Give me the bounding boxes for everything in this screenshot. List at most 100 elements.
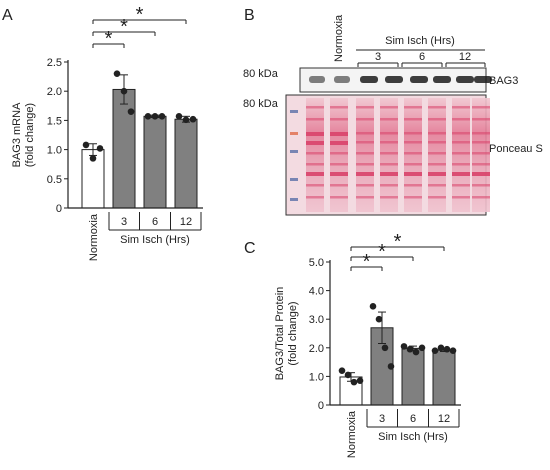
bag3-band xyxy=(410,76,428,83)
ponceau-label: Ponceau S xyxy=(489,143,543,155)
marker-80kda-bottom: 80 kDa xyxy=(243,98,279,110)
ponceau-lane xyxy=(472,98,490,212)
y-tick-label-c: 4.0 xyxy=(309,286,324,298)
ponceau-band xyxy=(428,118,446,121)
bag3-band-label: BAG3 xyxy=(489,75,518,87)
y-axis-label-a: BAG3 mRNA(fold change) xyxy=(11,102,36,167)
significance-star-a: * xyxy=(105,28,113,50)
ponceau-band xyxy=(404,106,422,109)
ponceau-lane-fill xyxy=(428,98,446,212)
ponceau-band xyxy=(472,132,490,135)
ponceau-band xyxy=(306,141,324,145)
x-tick-label-c: 12 xyxy=(438,413,450,425)
ponceau-band xyxy=(356,184,374,187)
significance-star-c: * xyxy=(378,241,386,263)
ponceau-band xyxy=(306,172,324,176)
ponceau-lane xyxy=(452,98,470,212)
ponceau-band xyxy=(380,141,398,144)
ponceau-band xyxy=(306,196,324,199)
ponceau-lanes xyxy=(290,98,490,212)
ponceau-band xyxy=(380,172,398,176)
ladder-band xyxy=(290,150,298,153)
x-tick-label-c: 6 xyxy=(410,413,416,425)
marker-80kda-top: 80 kDa xyxy=(243,68,279,80)
ponceau-lane xyxy=(330,98,348,212)
ponceau-band xyxy=(452,152,470,155)
ponceau-band xyxy=(330,172,348,176)
ponceau-band xyxy=(306,152,324,155)
y-tick-label-a: 1.0 xyxy=(47,145,62,157)
ponceau-band xyxy=(404,152,422,155)
ponceau-band xyxy=(306,132,324,136)
data-point-c xyxy=(437,344,445,352)
y-tick-label-a: 0.5 xyxy=(47,174,62,186)
ponceau-band xyxy=(356,132,374,135)
data-point-a xyxy=(113,70,121,77)
data-point-a xyxy=(82,141,90,149)
panel-letter-b: B xyxy=(244,7,255,24)
blot-group-label: Sim Isch (Hrs) xyxy=(385,35,455,47)
ponceau-band xyxy=(356,118,374,121)
data-point-c xyxy=(400,343,408,350)
ponceau-band xyxy=(356,163,374,166)
data-point-a xyxy=(189,115,197,123)
y-tick-label-c: 5.0 xyxy=(309,257,324,269)
bar-chart-c: 0 1.0 2.0 3.0 4.0 5.0 BAG3/Total Protein(fold … xyxy=(274,231,461,458)
ponceau-band xyxy=(404,184,422,187)
bag3-band xyxy=(456,76,474,83)
ponceau-lane-fill xyxy=(452,98,470,212)
ponceau-lane xyxy=(380,98,398,212)
ponceau-band xyxy=(330,196,348,199)
ponceau-band xyxy=(428,163,446,166)
ponceau-band xyxy=(452,141,470,144)
data-point-c xyxy=(431,347,439,354)
data-point-c xyxy=(412,348,420,356)
ponceau-band xyxy=(452,118,470,121)
significance-star-a: * xyxy=(136,4,144,26)
ponceau-lane xyxy=(428,98,446,212)
bar-c xyxy=(401,347,425,406)
significance-star-c: * xyxy=(394,231,402,253)
ponceau-lane-fill xyxy=(356,98,374,212)
panel-letter-a: A xyxy=(2,7,13,24)
x-label-normoxia-a: Normoxia xyxy=(88,213,100,261)
ponceau-band xyxy=(472,163,490,166)
ponceau-band xyxy=(330,184,348,187)
bag3-bands xyxy=(309,76,492,83)
y-tick-label-c: 1.0 xyxy=(309,371,324,383)
y-tick-label-a: 1.5 xyxy=(47,115,62,127)
ponceau-band xyxy=(428,152,446,155)
data-point-c xyxy=(406,345,414,353)
x-tick-label-a: 6 xyxy=(152,216,158,228)
ponceau-band xyxy=(404,118,422,121)
data-point-a xyxy=(89,155,97,162)
data-point-a xyxy=(120,87,128,95)
x-tick-label-a: 3 xyxy=(121,216,127,228)
ponceau-lane-fill xyxy=(404,98,422,212)
ponceau-band xyxy=(428,141,446,144)
data-point-a xyxy=(96,145,104,152)
data-point-a xyxy=(127,108,135,115)
data-point-c xyxy=(344,371,352,379)
ladder-band xyxy=(290,132,298,135)
significance-star-a: * xyxy=(120,16,128,38)
bag3-band xyxy=(474,76,492,83)
ponceau-lane-fill xyxy=(330,98,348,212)
ponceau-lane xyxy=(356,98,374,212)
ponceau-band xyxy=(380,118,398,121)
blot-time-3: 3 xyxy=(375,51,381,63)
bag3-band xyxy=(385,76,403,83)
ponceau-band xyxy=(356,196,374,199)
bag3-band xyxy=(334,76,350,83)
ponceau-band xyxy=(380,163,398,166)
ponceau-band xyxy=(330,152,348,155)
ponceau-band xyxy=(428,106,446,109)
ponceau-band xyxy=(472,152,490,155)
y-tick-label-a: 0 xyxy=(56,203,62,215)
ponceau-band xyxy=(356,141,374,144)
ponceau-band xyxy=(472,118,490,121)
y-tick-label-a: 2.0 xyxy=(47,86,62,98)
bar-a xyxy=(143,115,167,209)
data-point-c xyxy=(418,344,426,352)
